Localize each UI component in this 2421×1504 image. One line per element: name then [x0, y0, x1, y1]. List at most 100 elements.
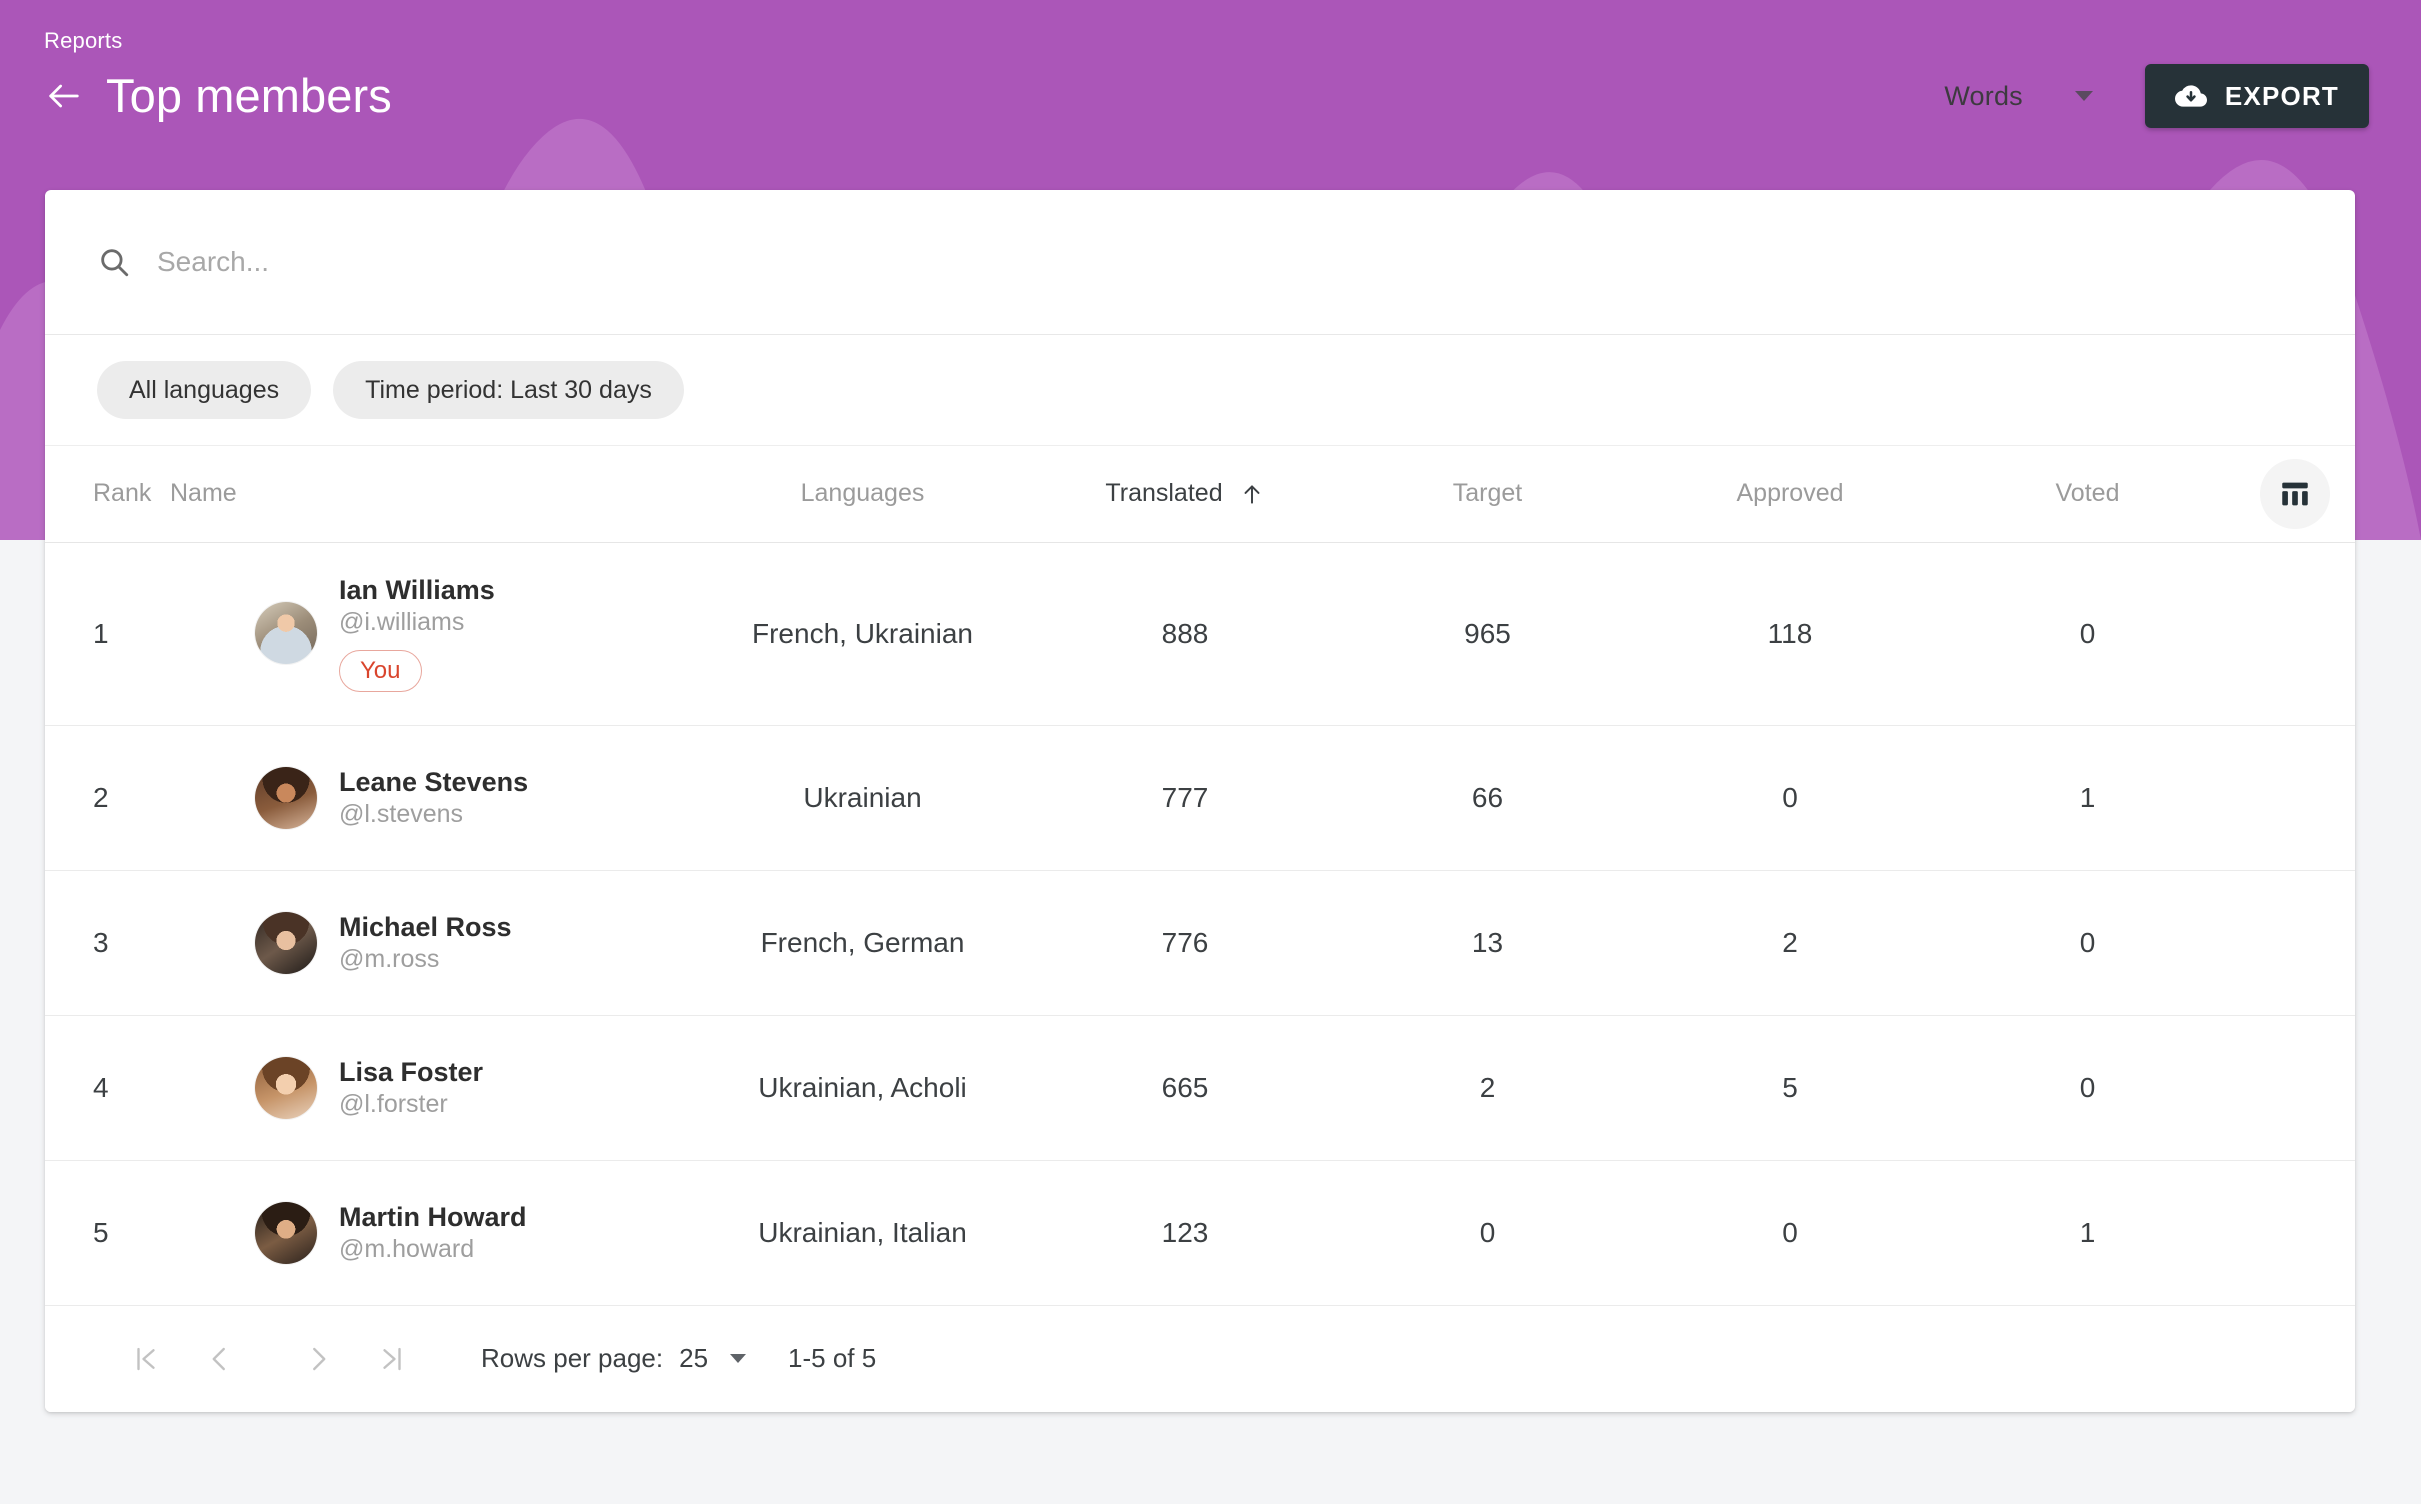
cell-rank: 2	[45, 725, 170, 871]
column-header-translated-label: Translated	[1105, 479, 1223, 508]
breadcrumb[interactable]: Reports	[44, 28, 123, 53]
chevron-left-icon[interactable]	[189, 1328, 251, 1390]
rows-per-page-value[interactable]: 25	[679, 1343, 709, 1373]
search-input[interactable]	[157, 246, 2303, 278]
member-name: Leane Stevens	[339, 766, 529, 797]
table-row[interactable]: 5 Martin Howard @m.howard Ukrainian, Ita…	[45, 1160, 2355, 1306]
table-header-row: Rank Name Languages Translated	[45, 446, 2355, 543]
search-icon	[97, 245, 131, 279]
filter-all-languages[interactable]: All languages	[97, 361, 312, 419]
first-page-icon[interactable]	[115, 1328, 177, 1390]
avatar	[255, 911, 317, 974]
status-badge: You	[339, 650, 422, 693]
arrow-up-icon	[1239, 481, 1265, 507]
arrow-left-icon[interactable]	[44, 76, 84, 116]
member-name: Michael Ross	[339, 911, 512, 942]
title-row: Top members	[44, 72, 392, 119]
cell-tools	[2235, 725, 2355, 871]
pagination-range: 1-5 of 5	[788, 1343, 877, 1373]
cell-approved: 0	[1640, 725, 1940, 871]
member-handle: @i.williams	[339, 608, 465, 637]
cell-tools	[2235, 1015, 2355, 1161]
rows-per-page-label: Rows per page:	[481, 1343, 664, 1373]
column-header-rank[interactable]: Rank	[45, 446, 170, 543]
members-table: Rank Name Languages Translated	[45, 446, 2355, 1306]
cell-approved: 0	[1640, 1160, 1940, 1306]
table-row[interactable]: 3 Michael Ross @m.ross French, German 77…	[45, 870, 2355, 1016]
search-bar	[45, 190, 2355, 335]
cell-voted: 0	[1940, 1015, 2235, 1161]
cell-languages: Ukrainian, Acholi	[690, 1015, 1035, 1161]
column-header-approved[interactable]: Approved	[1640, 446, 1940, 543]
cell-voted: 1	[1940, 725, 2235, 871]
table-row[interactable]: 2 Leane Stevens @l.stevens Ukrainian 777…	[45, 725, 2355, 871]
table-body: 1 Ian Williams @i.williams You French, U…	[45, 542, 2355, 1306]
cell-target: 0	[1335, 1160, 1640, 1306]
last-page-icon[interactable]	[361, 1328, 423, 1390]
cell-languages: French, Ukrainian	[690, 542, 1035, 726]
chevron-right-icon[interactable]	[287, 1328, 349, 1390]
filter-time-period[interactable]: Time period: Last 30 days	[333, 361, 684, 419]
cell-approved: 5	[1640, 1015, 1940, 1161]
pagination: Rows per page: 25 1-5 of 5	[45, 1305, 2355, 1412]
cell-languages: French, German	[690, 870, 1035, 1016]
export-button-label: EXPORT	[2224, 80, 2339, 111]
export-button[interactable]: EXPORT	[2144, 64, 2369, 128]
cell-rank: 5	[45, 1160, 170, 1306]
cell-voted: 1	[1940, 1160, 2235, 1306]
filter-bar: All languages Time period: Last 30 days	[45, 335, 2355, 446]
page-title: Top members	[106, 69, 392, 122]
table-row[interactable]: 4 Lisa Foster @l.forster Ukrainian, Acho…	[45, 1015, 2355, 1161]
cell-target: 2	[1335, 1015, 1640, 1161]
cell-translated: 776	[1035, 870, 1335, 1016]
unit-selector-value: Words	[1944, 80, 2023, 111]
cell-name: Leane Stevens @l.stevens	[170, 725, 690, 871]
member-handle: @l.stevens	[339, 800, 464, 829]
cell-name: Lisa Foster @l.forster	[170, 1015, 690, 1161]
chevron-down-icon[interactable]	[730, 1354, 747, 1363]
member-name: Ian Williams	[339, 574, 495, 605]
cell-voted: 0	[1940, 542, 2235, 726]
cell-tools	[2235, 870, 2355, 1016]
column-header-languages[interactable]: Languages	[690, 446, 1035, 543]
column-header-translated[interactable]: Translated	[1035, 446, 1335, 543]
member-handle: @l.forster	[339, 1090, 448, 1119]
member-handle: @m.howard	[339, 1235, 475, 1264]
cell-translated: 123	[1035, 1160, 1335, 1306]
table-columns-icon[interactable]	[2260, 458, 2330, 529]
cell-rank: 1	[45, 542, 170, 726]
unit-selector[interactable]: Words	[1944, 81, 2093, 112]
cell-name: Michael Ross @m.ross	[170, 870, 690, 1016]
member-handle: @m.ross	[339, 945, 440, 974]
avatar	[255, 1056, 317, 1119]
cell-target: 66	[1335, 725, 1640, 871]
header-actions: Words EXPORT	[1944, 64, 2369, 128]
cell-tools	[2235, 1160, 2355, 1306]
member-name: Martin Howard	[339, 1201, 527, 1232]
cell-rank: 3	[45, 870, 170, 1016]
column-header-voted[interactable]: Voted	[1940, 446, 2235, 543]
cell-target: 13	[1335, 870, 1640, 1016]
cell-languages: Ukrainian	[690, 725, 1035, 871]
avatar	[255, 602, 317, 665]
avatar	[255, 766, 317, 829]
members-card: All languages Time period: Last 30 days …	[45, 190, 2355, 1412]
cell-target: 965	[1335, 542, 1640, 726]
column-header-tools	[2235, 446, 2355, 543]
table-header: Rank Name Languages Translated	[45, 446, 2355, 543]
cell-approved: 2	[1640, 870, 1940, 1016]
cell-tools	[2235, 542, 2355, 726]
column-header-name[interactable]: Name	[170, 446, 690, 543]
cell-name: Martin Howard @m.howard	[170, 1160, 690, 1306]
table-row[interactable]: 1 Ian Williams @i.williams You French, U…	[45, 542, 2355, 726]
cloud-download-icon	[2174, 80, 2207, 112]
cell-translated: 888	[1035, 542, 1335, 726]
cell-name: Ian Williams @i.williams You	[170, 542, 690, 726]
member-name: Lisa Foster	[339, 1056, 484, 1087]
cell-rank: 4	[45, 1015, 170, 1161]
cell-languages: Ukrainian, Italian	[690, 1160, 1035, 1306]
cell-translated: 777	[1035, 725, 1335, 871]
column-header-target[interactable]: Target	[1335, 446, 1640, 543]
chevron-down-icon	[2074, 91, 2093, 101]
